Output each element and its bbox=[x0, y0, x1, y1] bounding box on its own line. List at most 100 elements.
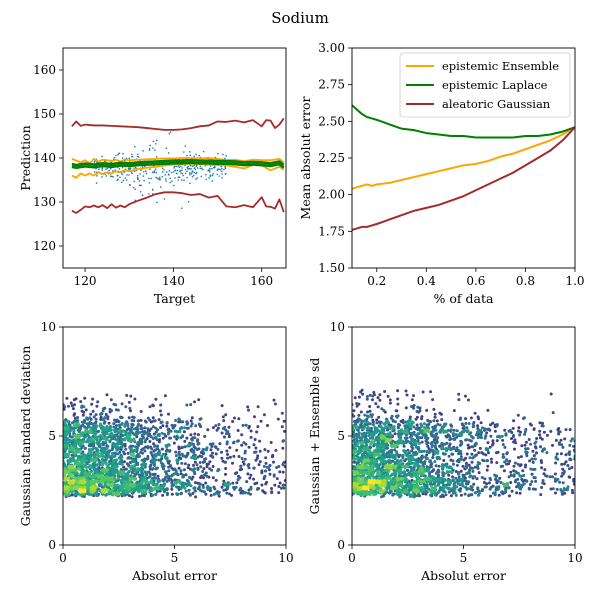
scatter-point bbox=[99, 422, 103, 426]
scatter-point bbox=[431, 469, 435, 472]
scatter-point bbox=[465, 487, 469, 491]
scatter-point bbox=[270, 455, 274, 459]
scatter-point bbox=[226, 456, 230, 460]
scatter-point bbox=[205, 465, 209, 469]
scatter-point bbox=[501, 443, 505, 446]
prediction-point bbox=[184, 164, 186, 167]
scatter-point bbox=[182, 430, 186, 434]
prediction-point bbox=[186, 166, 189, 169]
scatter-point bbox=[150, 458, 154, 462]
scatter-point bbox=[214, 452, 218, 456]
scatter-point bbox=[186, 426, 190, 430]
scatter-point bbox=[220, 485, 224, 489]
scatter-point bbox=[247, 424, 251, 428]
scatter-point bbox=[476, 424, 480, 428]
scatter-point bbox=[560, 443, 564, 447]
scatter-point bbox=[425, 457, 428, 461]
scatter-point bbox=[133, 397, 137, 401]
scatter-point bbox=[145, 431, 148, 435]
scatter-point bbox=[475, 433, 478, 437]
scatter-point bbox=[434, 471, 438, 475]
prediction-point bbox=[133, 170, 136, 173]
scatter-point bbox=[396, 426, 400, 430]
prediction-point bbox=[181, 172, 184, 175]
scatter-point bbox=[512, 464, 516, 468]
scatter-point bbox=[357, 413, 361, 417]
scatter-point bbox=[244, 442, 248, 446]
scatter-point bbox=[83, 421, 87, 425]
scatter-point bbox=[116, 440, 120, 444]
scatter-point bbox=[278, 470, 282, 474]
scatter-point bbox=[152, 432, 156, 436]
scatter-point bbox=[129, 446, 133, 450]
scatter-point bbox=[406, 468, 409, 472]
scatter-point bbox=[70, 493, 74, 497]
scatter-point bbox=[510, 489, 514, 493]
prediction-point bbox=[109, 175, 112, 178]
scatter-point bbox=[143, 440, 147, 444]
scatter-point bbox=[147, 475, 151, 479]
scatter-point bbox=[197, 398, 201, 402]
scatter-point bbox=[467, 480, 471, 484]
scatter-point bbox=[100, 474, 104, 478]
scatter-point bbox=[528, 459, 532, 463]
scatter-point bbox=[457, 452, 461, 456]
scatter-point bbox=[484, 453, 488, 457]
prediction-point bbox=[155, 139, 158, 142]
scatter-point bbox=[126, 480, 129, 484]
scatter-point bbox=[363, 451, 367, 455]
scatter-point bbox=[385, 490, 389, 494]
scatter-point bbox=[225, 485, 229, 489]
scatter-point bbox=[120, 445, 124, 449]
prediction-point bbox=[115, 154, 117, 157]
scatter-point bbox=[369, 436, 372, 440]
scatter-point bbox=[82, 437, 86, 441]
scatter-point bbox=[132, 416, 136, 419]
scatter-point bbox=[402, 449, 406, 453]
scatter-point bbox=[116, 419, 120, 423]
prediction-point bbox=[155, 156, 158, 158]
prediction-point bbox=[159, 178, 161, 180]
scatter-point bbox=[182, 468, 186, 472]
scatter-point bbox=[513, 447, 516, 451]
scatter-point bbox=[206, 428, 210, 432]
scatter-point bbox=[529, 442, 532, 446]
scatter-point bbox=[237, 455, 241, 458]
scatter-point bbox=[554, 455, 558, 459]
scatter-point bbox=[517, 482, 521, 485]
scatter-point bbox=[186, 466, 190, 470]
scatter-point bbox=[145, 457, 149, 461]
prediction-point bbox=[208, 169, 211, 172]
scatter-point bbox=[272, 474, 276, 478]
scatter-point bbox=[277, 491, 281, 495]
density-scatter-points bbox=[63, 393, 286, 499]
scatter-point bbox=[361, 419, 365, 423]
scatter-point bbox=[225, 491, 229, 495]
scatter-point bbox=[90, 479, 94, 483]
scatter-point bbox=[425, 408, 429, 412]
x-axis-label: % of data bbox=[434, 291, 494, 306]
scatter-point bbox=[119, 487, 123, 491]
prediction-point bbox=[148, 147, 151, 150]
scatter-point bbox=[560, 490, 564, 494]
prediction-point bbox=[136, 176, 139, 179]
scatter-point bbox=[214, 491, 218, 495]
prediction-point bbox=[186, 154, 188, 157]
scatter-point bbox=[531, 468, 535, 471]
scatter-point bbox=[213, 487, 217, 491]
scatter-point bbox=[412, 453, 416, 457]
scatter-point bbox=[503, 428, 507, 432]
prediction-point bbox=[128, 174, 130, 176]
scatter-point bbox=[355, 404, 359, 408]
scatter-point bbox=[185, 403, 189, 407]
scatter-point bbox=[460, 482, 464, 486]
prediction-point bbox=[142, 175, 145, 177]
scatter-point bbox=[260, 483, 264, 487]
scatter-point bbox=[84, 470, 87, 474]
scatter-point bbox=[222, 479, 226, 483]
prediction-point bbox=[134, 188, 136, 191]
scatter-point bbox=[540, 486, 544, 489]
prediction-point bbox=[109, 167, 112, 170]
scatter-point bbox=[76, 416, 80, 419]
